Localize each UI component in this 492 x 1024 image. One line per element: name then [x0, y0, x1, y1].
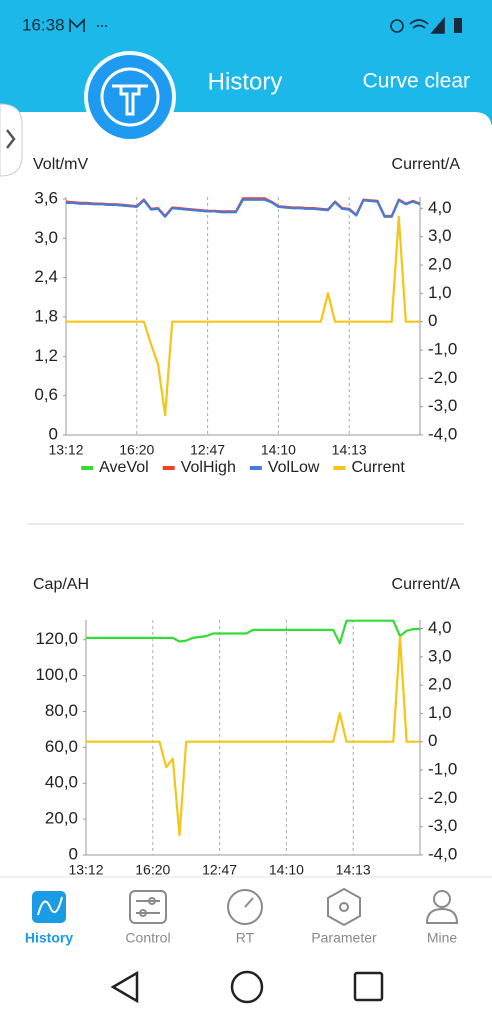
status-time: 16:38 [22, 15, 65, 34]
series-line [66, 198, 421, 218]
y-tick-label: 0 [69, 844, 78, 863]
curve-clear-button[interactable]: Curve clear [363, 70, 470, 93]
y2-tick-label: 4,0 [428, 198, 452, 217]
y-tick-label: 100,0 [35, 665, 78, 684]
y2-tick-label: 0 [428, 311, 437, 330]
y2-tick-label: 1,0 [428, 703, 452, 722]
home-button[interactable] [230, 970, 264, 1004]
y2-tick-label: 3,0 [428, 646, 452, 665]
y2-tick-label: -3,0 [428, 816, 457, 835]
tab-icon[interactable] [129, 890, 167, 924]
x-tick-label: 14:10 [261, 442, 296, 458]
y2-axis-label: Current/A [392, 156, 461, 173]
app-logo[interactable] [84, 51, 176, 143]
x-tick-label: 16:20 [119, 442, 154, 458]
y2-tick-label: 2,0 [428, 675, 452, 694]
y-tick-label: 20,0 [45, 809, 78, 828]
legend-label: VolLow [268, 459, 320, 476]
y-tick-label: 1,2 [34, 346, 58, 365]
y2-tick-label: 3,0 [428, 226, 452, 245]
tab-label[interactable]: RT [236, 930, 255, 946]
recents-button[interactable] [353, 971, 384, 1002]
status-icons [69, 16, 462, 34]
back-button[interactable] [110, 970, 139, 1004]
x-tick-label: 12:47 [190, 442, 225, 458]
x-tick-label: 14:13 [336, 862, 371, 878]
y2-tick-label: -4,0 [428, 424, 457, 443]
tab-icon[interactable] [425, 890, 459, 924]
x-tick-label: 13:12 [48, 442, 83, 458]
x-tick-label: 16:20 [135, 862, 170, 878]
y-tick-label: 120,0 [35, 629, 78, 648]
tab-label[interactable]: Control [125, 930, 170, 946]
x-tick-label: 12:47 [202, 862, 237, 878]
y2-tick-label: -1,0 [428, 339, 457, 358]
y2-tick-label: -1,0 [428, 760, 457, 779]
x-tick-label: 14:10 [269, 862, 304, 878]
y2-tick-label: 4,0 [428, 618, 452, 637]
content-card [0, 112, 492, 1024]
y2-tick-label: 2,0 [428, 254, 452, 273]
y-tick-label: 80,0 [45, 701, 78, 720]
y2-tick-label: -2,0 [428, 788, 457, 807]
tab-icon[interactable] [227, 889, 263, 925]
series-line [66, 215, 420, 417]
y-tick-label: 40,0 [45, 773, 78, 792]
header-background [0, 0, 492, 125]
y2-tick-label: -2,0 [428, 368, 457, 387]
y-tick-label: 60,0 [45, 737, 78, 756]
tab-label[interactable]: History [25, 930, 73, 946]
y-axis-label: Cap/AH [33, 576, 89, 593]
y2-tick-label: -3,0 [428, 396, 457, 415]
series-line [86, 619, 420, 645]
y2-tick-label: 1,0 [428, 283, 452, 302]
y-tick-label: 0,6 [34, 385, 58, 404]
y2-tick-label: -4,0 [428, 844, 457, 863]
header-title: History [208, 68, 283, 95]
legend-label: AveVol [99, 459, 149, 476]
y-tick-label: 2,4 [34, 267, 58, 286]
legend-label: VolHigh [181, 459, 236, 476]
legend-label: Current [351, 459, 405, 476]
y-tick-label: 0 [49, 424, 58, 443]
tab-icon[interactable] [327, 887, 361, 927]
x-tick-label: 14:13 [332, 442, 367, 458]
tab-label[interactable]: Mine [427, 930, 458, 946]
side-drawer-toggle[interactable] [0, 103, 23, 177]
y2-tick-label: 0 [428, 731, 437, 750]
tab-label[interactable]: Parameter [311, 930, 377, 946]
x-tick-label: 13:12 [68, 862, 103, 878]
system-nav [110, 970, 384, 1004]
y2-axis-label: Current/A [392, 576, 461, 593]
y-tick-label: 1,8 [34, 306, 58, 325]
y-tick-label: 3,6 [34, 188, 58, 207]
y-axis-label: Volt/mV [33, 156, 88, 173]
series-line [86, 635, 420, 837]
y-tick-label: 3,0 [34, 228, 58, 247]
tab-icon[interactable] [32, 891, 66, 923]
